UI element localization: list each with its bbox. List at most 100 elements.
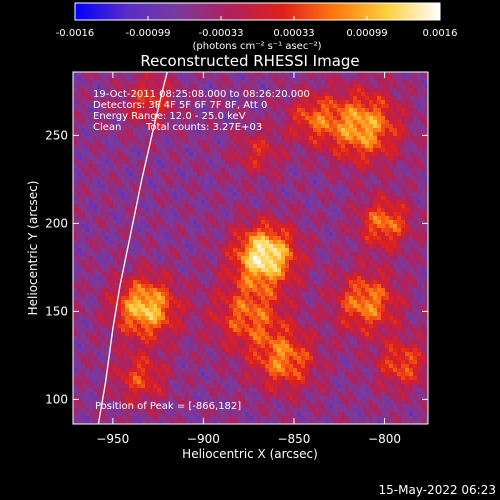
heatmap-cell xyxy=(197,208,202,213)
heatmap-cell xyxy=(373,152,378,157)
heatmap-cell xyxy=(205,72,210,77)
heatmap-cell xyxy=(313,72,318,77)
heatmap-cell xyxy=(309,172,314,177)
heatmap-cell xyxy=(205,104,210,109)
heatmap-cell xyxy=(369,164,374,169)
heatmap-cell xyxy=(217,228,222,233)
heatmap-cell xyxy=(105,112,110,117)
heatmap-cell xyxy=(209,156,214,161)
heatmap-cell xyxy=(113,136,118,141)
heatmap-cell xyxy=(193,156,198,161)
heatmap-cell xyxy=(173,144,178,149)
heatmap-cell xyxy=(221,228,226,233)
heatmap-cell xyxy=(365,244,370,249)
heatmap-cell xyxy=(185,252,190,257)
heatmap-cell xyxy=(237,200,242,205)
heatmap-cell xyxy=(353,96,358,101)
heatmap-cell xyxy=(233,128,238,133)
heatmap-cell xyxy=(189,276,194,281)
heatmap-cell xyxy=(217,176,222,181)
heatmap-cell xyxy=(409,136,414,141)
heatmap-cell xyxy=(113,92,118,97)
heatmap-cell xyxy=(373,100,378,105)
heatmap-cell xyxy=(165,288,170,293)
heatmap-cell xyxy=(261,176,266,181)
heatmap-cell xyxy=(417,188,422,193)
heatmap-cell xyxy=(405,272,410,277)
heatmap-cell xyxy=(173,148,178,153)
heatmap-cell xyxy=(257,276,262,281)
heatmap-cell xyxy=(165,264,170,269)
heatmap-cell xyxy=(401,152,406,157)
heatmap-cell xyxy=(245,188,250,193)
heatmap-cell xyxy=(357,164,362,169)
heatmap-cell xyxy=(393,260,398,265)
heatmap-cell xyxy=(269,216,274,221)
heatmap-cell xyxy=(289,96,294,101)
heatmap-cell xyxy=(405,136,410,141)
heatmap-cell xyxy=(281,168,286,173)
heatmap-cell xyxy=(361,268,366,273)
heatmap-cell xyxy=(265,120,270,125)
heatmap-cell xyxy=(149,108,154,113)
heatmap-cell xyxy=(89,216,94,221)
heatmap-cell xyxy=(181,100,186,105)
heatmap-cell xyxy=(209,132,214,137)
heatmap-cell xyxy=(157,256,162,261)
heatmap-cell xyxy=(381,192,386,197)
heatmap-cell xyxy=(201,248,206,253)
heatmap-cell xyxy=(333,160,338,165)
heatmap-cell xyxy=(197,188,202,193)
heatmap-cell xyxy=(213,144,218,149)
heatmap-cell xyxy=(217,236,222,241)
heatmap-cell xyxy=(321,268,326,273)
heatmap-cell xyxy=(153,264,158,269)
heatmap-cell xyxy=(365,268,370,273)
heatmap-cell xyxy=(265,72,270,77)
heatmap-cell xyxy=(89,284,94,289)
heatmap-cell xyxy=(277,160,282,165)
heatmap-cell xyxy=(169,80,174,85)
heatmap-cell xyxy=(221,192,226,197)
heatmap-cell xyxy=(297,132,302,137)
heatmap-cell xyxy=(181,152,186,157)
heatmap-cell xyxy=(329,96,334,101)
heatmap-cell xyxy=(361,224,366,229)
heatmap-cell xyxy=(301,276,306,281)
heatmap-cell xyxy=(109,232,114,237)
heatmap-cell xyxy=(241,140,246,145)
heatmap-cell xyxy=(205,156,210,161)
heatmap-cell xyxy=(129,200,134,205)
heatmap-cell xyxy=(193,120,198,125)
heatmap-cell xyxy=(233,164,238,169)
heatmap-cell xyxy=(377,252,382,257)
heatmap-cell xyxy=(349,132,354,137)
heatmap-cell xyxy=(117,100,122,105)
heatmap-cell xyxy=(89,76,94,81)
heatmap-cell xyxy=(361,92,366,97)
heatmap-cell xyxy=(97,256,102,261)
heatmap-cell xyxy=(257,100,262,105)
heatmap-cell xyxy=(241,264,246,269)
heatmap-cell xyxy=(129,292,134,297)
heatmap-cell xyxy=(273,96,278,101)
heatmap-cell xyxy=(313,184,318,189)
heatmap-cell xyxy=(217,260,222,265)
heatmap-cell xyxy=(313,280,318,285)
heatmap-cell xyxy=(313,264,318,269)
heatmap-cell xyxy=(225,292,230,297)
heatmap-cell xyxy=(201,268,206,273)
heatmap-cell xyxy=(313,80,318,85)
heatmap-cell xyxy=(81,228,86,233)
heatmap-cell xyxy=(297,148,302,153)
heatmap-cell xyxy=(177,224,182,229)
heatmap-cell xyxy=(357,168,362,173)
heatmap-cell xyxy=(393,172,398,177)
heatmap-cell xyxy=(421,200,426,205)
heatmap-cell xyxy=(205,124,210,129)
heatmap-cell xyxy=(205,196,210,201)
heatmap-cell xyxy=(309,192,314,197)
heatmap-cell xyxy=(425,124,428,129)
heatmap-cell xyxy=(117,216,122,221)
heatmap-cell xyxy=(393,232,398,237)
